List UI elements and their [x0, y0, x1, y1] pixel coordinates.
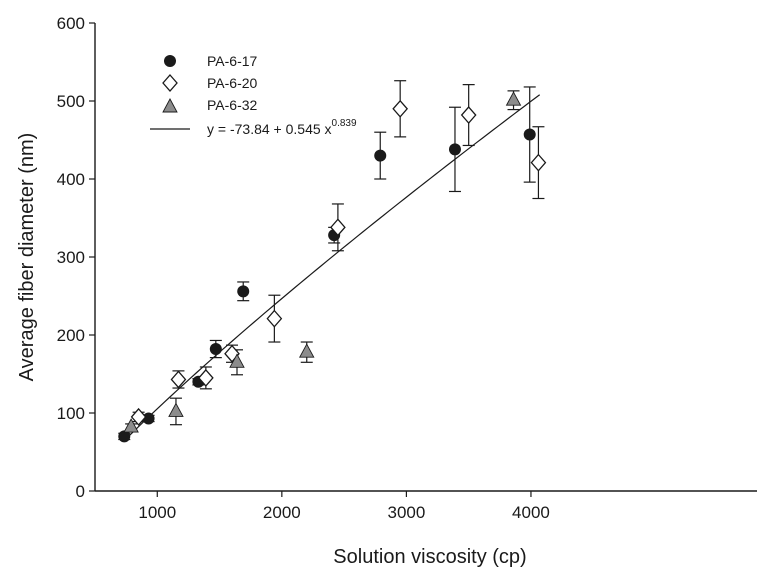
point-pa-6-20 [460, 106, 477, 125]
x-tick-label: 4000 [512, 503, 550, 522]
fit-curve [123, 94, 541, 442]
point-pa-6-20 [266, 309, 283, 328]
y-ticks: 0 100 200 300 400 500 600 [57, 14, 95, 501]
point-pa-6-32 [229, 353, 245, 368]
point-pa-6-20 [330, 218, 346, 237]
legend-label-pa-6-17: PA-6-17 [207, 53, 258, 69]
fit-equation: y = -73.84 + 0.545 x [207, 121, 332, 137]
x-tick-label: 1000 [138, 503, 176, 522]
point-pa-6-20 [170, 370, 187, 389]
legend-marker-pa-6-20 [162, 74, 178, 92]
point-pa-6-32 [123, 418, 139, 433]
x-tick-label: 3000 [387, 503, 425, 522]
y-tick-label: 600 [57, 14, 85, 33]
x-axis-title: Solution viscosity (cp) [333, 546, 526, 568]
legend: PA-6-17 PA-6-20 PA-6-32 y = -73.84 + 0.5… [150, 53, 357, 137]
y-tick-label: 0 [76, 482, 85, 501]
fit-curve-group [123, 94, 541, 442]
point-pa-6-17 [209, 343, 222, 356]
legend-label-pa-6-20: PA-6-20 [207, 75, 258, 91]
point-pa-6-20 [530, 153, 547, 172]
point-pa-6-17 [374, 149, 387, 162]
legend-marker-pa-6-32 [162, 98, 178, 113]
point-pa-6-17 [448, 143, 461, 156]
point-pa-6-20 [130, 407, 147, 426]
y-tick-label: 300 [57, 248, 85, 267]
axes-frame [94, 23, 757, 492]
point-pa-6-17 [118, 430, 131, 443]
point-pa-6-32 [298, 343, 315, 358]
data-points [118, 91, 547, 443]
legend-label-pa-6-32: PA-6-32 [207, 97, 258, 113]
point-pa-6-17 [237, 285, 250, 298]
y-tick-label: 400 [57, 170, 85, 189]
y-tick-label: 100 [57, 404, 85, 423]
point-pa-6-17 [142, 412, 155, 425]
y-axis-title: Average fiber diameter (nm) [16, 133, 38, 382]
point-pa-6-32 [505, 91, 522, 106]
point-pa-6-20 [392, 99, 409, 118]
x-tick-label: 2000 [263, 503, 301, 522]
legend-marker-pa-6-17 [164, 55, 176, 67]
point-pa-6-20 [197, 368, 214, 387]
x-ticks: 1000 2000 3000 4000 [138, 491, 550, 522]
point-pa-6-32 [168, 402, 184, 417]
legend-label-fit: y = -73.84 + 0.545 x0.839 [207, 118, 357, 137]
y-tick-label: 200 [57, 326, 85, 345]
y-tick-label: 500 [57, 92, 85, 111]
point-pa-6-17 [523, 128, 536, 141]
fit-exponent: 0.839 [332, 118, 357, 129]
